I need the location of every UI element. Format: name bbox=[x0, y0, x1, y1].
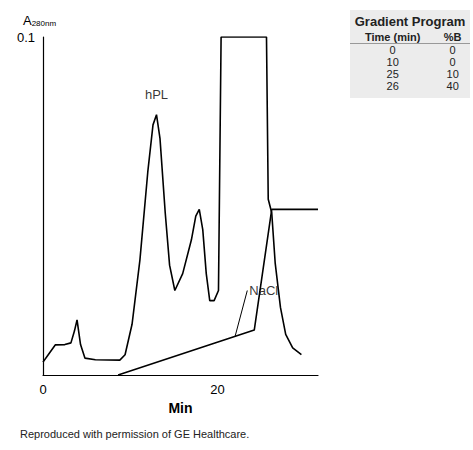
html-text:0: 0 bbox=[449, 56, 456, 68]
html-text:%B: %B bbox=[443, 31, 462, 43]
html-text:40: 40 bbox=[446, 80, 459, 92]
html-text:Time (min): Time (min) bbox=[365, 31, 421, 43]
html-text:Reproduced with permission of: Reproduced with permission of GE Healthc… bbox=[20, 428, 250, 440]
svg-text:NaCl: NaCl bbox=[249, 283, 278, 298]
svg-text:20: 20 bbox=[210, 382, 224, 397]
svg-text:A: A bbox=[23, 13, 32, 28]
html-text:0: 0 bbox=[389, 44, 396, 56]
html-text:25: 25 bbox=[386, 68, 399, 80]
html-text:10: 10 bbox=[446, 68, 459, 80]
html-text:26: 26 bbox=[386, 80, 399, 92]
svg-text:0: 0 bbox=[39, 382, 46, 397]
svg-text:Min: Min bbox=[168, 400, 192, 416]
html-text:10: 10 bbox=[386, 56, 399, 68]
html-text:Gradient Program: Gradient Program bbox=[354, 14, 466, 29]
svg-text:0.1: 0.1 bbox=[17, 30, 35, 45]
svg-text:280nm: 280nm bbox=[32, 19, 57, 28]
svg-text:hPL: hPL bbox=[145, 87, 168, 102]
html-text:0: 0 bbox=[449, 44, 456, 56]
